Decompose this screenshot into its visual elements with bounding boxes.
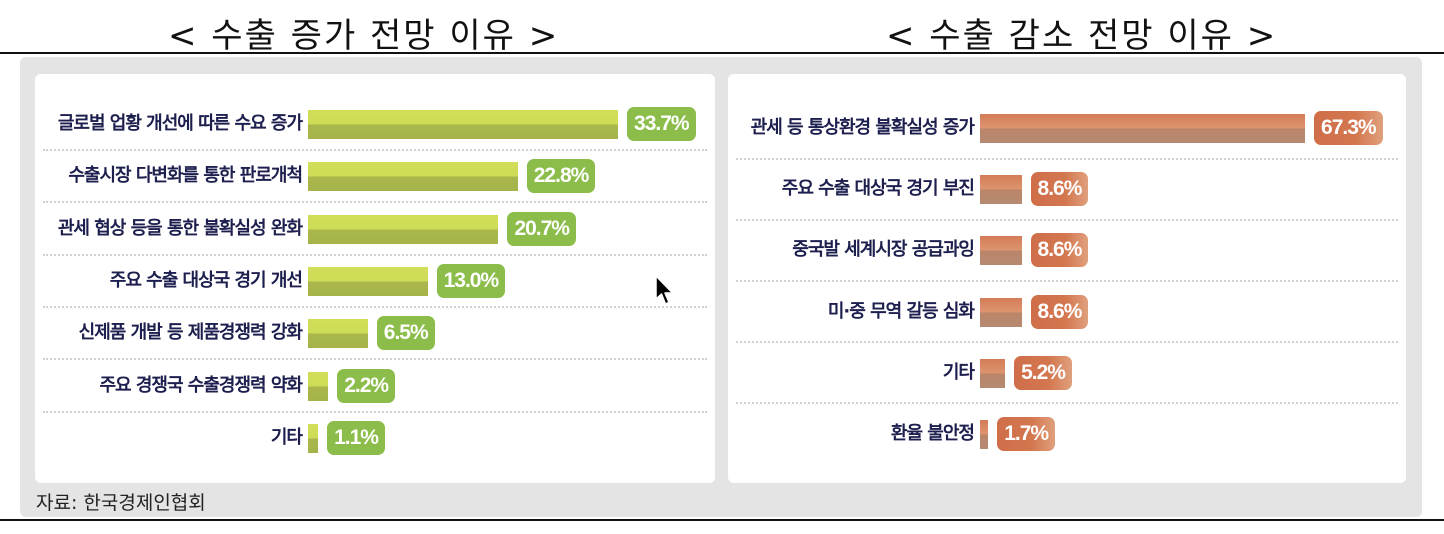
increase-bar-row: 글로벌 업황 개선에 따른 수요 증가 33.7%	[35, 107, 715, 141]
top-rule	[0, 52, 1444, 54]
category-label: 수출시장 다변화를 통한 판로개척	[68, 165, 303, 187]
value-badge: 20.7%	[507, 211, 576, 246]
increase-bar-row: 수출시장 다변화를 통한 판로개척 22.8%	[35, 159, 715, 194]
decrease-chart-title: < 수출 감소 전망 이유 >	[886, 16, 1278, 56]
category-label: 관세 협상 등을 통한 불확실성 완화	[57, 217, 303, 239]
value-bar	[308, 266, 428, 296]
bottom-rule	[0, 519, 1444, 521]
value-bar	[308, 371, 329, 401]
value-badge: 6.5%	[376, 316, 435, 351]
value-bar	[308, 162, 518, 192]
category-label: 미·중 무역 갈등 심화	[827, 300, 975, 322]
increase-bar-row: 신제품 개발 등 제품경쟁력 강화 6.5%	[35, 316, 715, 351]
category-label: 관세 등 통상환경 불확실성 증가	[750, 117, 975, 138]
value-bar	[308, 319, 368, 349]
value-bar	[980, 175, 1022, 205]
row-divider	[43, 149, 707, 152]
category-label: 글로벌 업황 개선에 따른 수요 증가	[57, 113, 303, 134]
value-bar	[980, 114, 1306, 143]
increase-bar-row: 주요 경쟁국 수출경쟁력 약화 2.2%	[35, 368, 715, 403]
row-divider	[43, 201, 707, 204]
decrease-bar-row: 미·중 무역 갈등 심화 8.6%	[728, 294, 1406, 329]
category-label: 기타	[942, 361, 975, 383]
row-divider	[43, 358, 707, 361]
decrease-bar-row: 기타 5.2%	[728, 355, 1406, 390]
category-label: 신제품 개발 등 제품경쟁력 강화	[78, 322, 303, 344]
row-divider	[736, 218, 1398, 221]
decrease-bar-row: 주요 수출 대상국 경기 부진 8.6%	[728, 172, 1406, 207]
value-bar	[308, 110, 619, 139]
category-label: 주요 수출 대상국 경기 개선	[109, 269, 303, 291]
row-divider	[43, 410, 707, 413]
mouse-pointer-icon	[655, 275, 674, 305]
increase-chart-panel: 글로벌 업황 개선에 따른 수요 증가 33.7% 수출시장 다변화를 통한 판로개…	[35, 74, 715, 483]
value-bar	[308, 214, 499, 244]
row-divider	[736, 402, 1398, 405]
value-bar	[980, 420, 989, 449]
row-divider	[736, 157, 1398, 160]
decrease-bar-row: 환율 불안정 1.7%	[728, 417, 1406, 451]
row-divider	[43, 306, 707, 309]
value-badge: 13.0%	[436, 263, 506, 298]
value-bar	[980, 236, 1022, 266]
increase-bar-row: 관세 협상 등을 통한 불확실성 완화 20.7%	[35, 211, 715, 246]
category-label: 주요 수출 대상국 경기 부진	[781, 178, 975, 200]
value-badge: 1.1%	[327, 420, 385, 455]
row-divider	[43, 253, 707, 256]
value-bar	[980, 297, 1022, 327]
row-divider	[736, 341, 1398, 344]
source-note: 자료: 한국경제인협회	[36, 492, 206, 514]
value-badge: 8.6%	[1030, 233, 1089, 268]
value-bar	[308, 423, 319, 453]
value-badge: 67.3%	[1314, 111, 1383, 145]
category-label: 주요 경쟁국 수출경쟁력 약화	[99, 374, 303, 396]
increase-bar-row: 주요 수출 대상국 경기 개선 13.0%	[35, 263, 715, 298]
value-badge: 8.6%	[1030, 172, 1089, 207]
value-badge: 22.8%	[526, 159, 596, 194]
decrease-bar-row: 중국발 세계시장 공급과잉 8.6%	[728, 233, 1406, 268]
row-divider	[736, 280, 1398, 282]
category-label: 기타	[270, 426, 303, 448]
value-bar	[980, 358, 1006, 388]
value-badge: 33.7%	[627, 107, 696, 141]
value-badge: 2.2%	[337, 368, 396, 403]
increase-bar-row: 기타 1.1%	[35, 420, 715, 455]
decrease-chart-panel: 관세 등 통상환경 불확실성 증가 67.3% 주요 수출 대상국 경기 부진 8.6…	[728, 74, 1406, 483]
value-badge: 5.2%	[1014, 355, 1072, 390]
category-label: 환율 불안정	[890, 423, 975, 444]
value-badge: 1.7%	[997, 417, 1056, 451]
category-label: 중국발 세계시장 공급과잉	[792, 239, 975, 261]
value-badge: 8.6%	[1030, 294, 1089, 329]
increase-chart-title: < 수출 증가 전망 이유 >	[168, 16, 560, 56]
decrease-bar-row: 관세 등 통상환경 불확실성 증가 67.3%	[728, 111, 1406, 145]
